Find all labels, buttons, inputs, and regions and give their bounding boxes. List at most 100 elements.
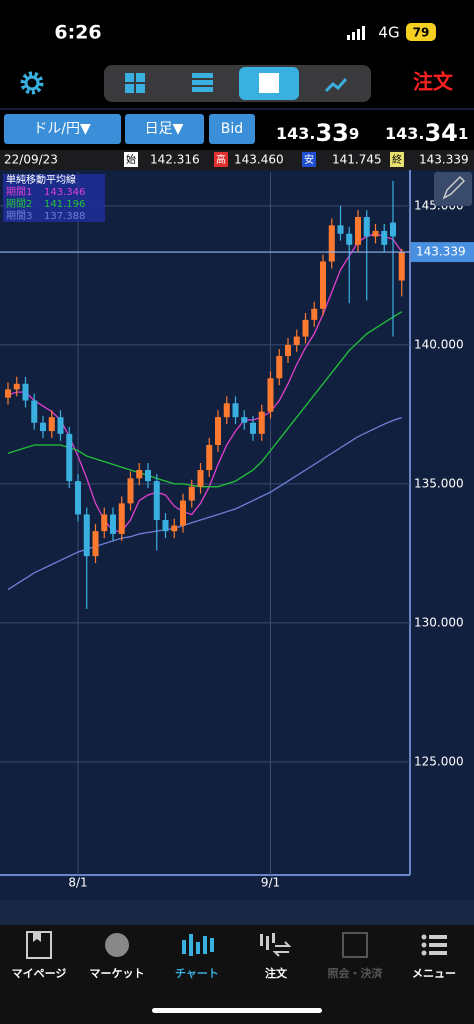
tabs: マイページ マーケット チャート 注文 照会・決済 メニュー	[12, 966, 456, 980]
chart-footer	[0, 900, 474, 925]
info-row	[0, 150, 474, 170]
high-label: 高	[216, 153, 226, 166]
tab-icons	[26, 931, 447, 959]
period-label: 日足▼	[145, 121, 184, 137]
candle-body	[258, 411, 265, 434]
y-tick-label: 130.000	[414, 615, 464, 629]
candle-body	[48, 417, 55, 432]
period-button[interactable]	[125, 114, 204, 144]
candle-body	[118, 503, 125, 534]
low-label: 安	[304, 153, 314, 166]
candle-body	[127, 478, 134, 504]
legend-value: 143.346	[44, 187, 85, 198]
candle-body	[83, 514, 90, 557]
y-tick-label: 125.000	[414, 754, 464, 768]
candle-body	[381, 230, 388, 245]
candle-body	[276, 356, 283, 379]
candle-body	[390, 222, 396, 237]
candle-body	[241, 417, 248, 423]
layout-single-icon	[259, 73, 279, 93]
tab-label[interactable]: マーケット	[90, 967, 145, 980]
layout-4[interactable]	[125, 73, 145, 93]
open-value: 142.316	[150, 153, 200, 167]
candle-body	[346, 233, 353, 245]
candle-body	[5, 389, 11, 398]
legend-name: 期間3	[6, 210, 32, 222]
signal	[347, 26, 365, 40]
x-tick-label: 9/1	[261, 876, 280, 890]
close-badge	[390, 152, 404, 167]
candle-body	[372, 230, 379, 237]
ask-quote: 143.341	[385, 119, 468, 147]
tab-label[interactable]: メニュー	[412, 967, 456, 980]
candle-body	[320, 261, 326, 309]
legend-name: 期間2	[6, 198, 32, 210]
x-tick-label: 8/1	[68, 876, 87, 890]
network: 4G	[378, 24, 399, 42]
candle-body	[197, 469, 204, 487]
candle-body	[92, 531, 99, 557]
close-label: 終	[392, 153, 402, 166]
time: 6:26	[54, 22, 101, 44]
layout-switch	[104, 65, 371, 102]
candle-body	[232, 403, 239, 418]
bid-quote: 143.339	[276, 119, 359, 147]
low-value: 141.745	[332, 153, 382, 167]
candle-body	[75, 481, 81, 515]
plot: 125.000130.000135.000140.000145.0008/19/…	[0, 172, 474, 890]
tab-label[interactable]: 照会・決済	[328, 966, 384, 980]
legend: 期間1 143.346 期間2 141.196 期間3 137.388	[6, 186, 85, 222]
layout-rows[interactable]	[192, 73, 213, 92]
pencil-icon	[442, 175, 466, 200]
moving-average-line	[7, 311, 403, 488]
settings-button[interactable]	[20, 71, 44, 95]
side-label: Bid	[221, 121, 243, 137]
current-price-tag	[411, 242, 474, 263]
tab-label[interactable]: 注文	[265, 966, 288, 980]
legend-value: 141.196	[44, 199, 85, 210]
open-label: 始	[126, 153, 136, 166]
pair-button[interactable]	[4, 114, 121, 144]
chart-background	[0, 170, 474, 900]
y-tick-label: 135.000	[414, 476, 464, 490]
tab-label[interactable]: チャート	[175, 967, 219, 980]
layout-trend[interactable]	[324, 78, 348, 93]
candle-body	[215, 417, 221, 445]
current-price-label: 143.339	[416, 245, 466, 259]
battery	[406, 23, 436, 41]
side-button[interactable]	[209, 114, 255, 144]
candle-body	[206, 444, 213, 470]
candle-body	[285, 344, 291, 357]
candle-body	[66, 433, 73, 482]
tab-bar	[0, 925, 474, 1024]
candle-body	[188, 486, 195, 501]
order-button[interactable]: 注文	[413, 70, 454, 94]
info-date: 22/09/23	[4, 153, 58, 167]
candle-body	[57, 417, 64, 434]
low-badge	[302, 152, 316, 167]
candle-body	[136, 469, 143, 479]
candle-body	[145, 469, 151, 482]
candle-body	[153, 481, 160, 521]
candle-body	[398, 252, 405, 281]
candle-body	[302, 319, 309, 337]
moving-average-line	[7, 233, 403, 532]
legend-name: 期間1	[6, 186, 32, 198]
candle-body	[171, 525, 178, 532]
y-tick-label: 140.000	[414, 337, 464, 351]
candle-body	[22, 383, 29, 401]
candle-body	[293, 336, 300, 345]
legend-value: 137.388	[44, 211, 85, 222]
draw-tool-button[interactable]	[434, 172, 472, 206]
candle-body	[355, 217, 361, 245]
candle-body	[250, 422, 256, 434]
candle-body	[328, 225, 335, 262]
close-value: 143.339	[419, 153, 469, 167]
tab-label[interactable]: マイページ	[12, 967, 67, 980]
candle-body	[40, 422, 46, 432]
candle-body	[223, 403, 230, 418]
pair-label: ドル/円▼	[33, 121, 91, 137]
candle-body	[110, 514, 116, 534]
